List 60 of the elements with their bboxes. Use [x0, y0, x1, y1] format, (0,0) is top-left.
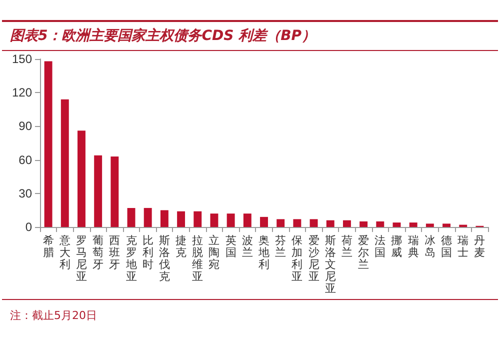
- chart-title: 图表5：欧洲主要国家主权债务CDS 利差（BP）: [2, 20, 498, 51]
- x-tick-label: 丹麦: [474, 235, 486, 259]
- x-tick-label: 比利时: [142, 234, 154, 271]
- bar: [426, 224, 434, 227]
- x-tick-label: 爱尔兰: [358, 234, 370, 271]
- bar: [342, 220, 351, 227]
- x-tick-label: 奥地利: [258, 235, 270, 271]
- bar: [60, 99, 69, 227]
- bar: [226, 214, 235, 227]
- bar: [376, 221, 384, 227]
- x-tick-label: 保加利亚: [292, 235, 303, 283]
- x-tick-label: 西班牙: [109, 235, 120, 271]
- bar: [392, 222, 401, 227]
- bar: [409, 222, 418, 227]
- x-tick-label: 斯洛伐克: [158, 234, 170, 283]
- x-tick-label: 瑞典: [408, 234, 419, 259]
- bar: [210, 214, 218, 227]
- x-tick-label: 芬兰: [275, 234, 286, 259]
- bar: [177, 211, 186, 227]
- x-tick-label: 爱沙尼亚: [308, 234, 320, 283]
- x-tick-label: 葡萄牙: [92, 234, 104, 271]
- x-tick-label: 斯洛文尼亚: [324, 234, 336, 295]
- bar: [310, 219, 318, 227]
- y-tick-label: 150: [12, 52, 32, 66]
- bar: [243, 214, 252, 227]
- text: 注：截止5月20日: [10, 308, 98, 323]
- x-tick-label: 捷克: [176, 234, 187, 259]
- bar: [326, 220, 334, 227]
- x-tick-label: 法国: [374, 234, 386, 259]
- x-tick-label: 意大利: [58, 234, 70, 271]
- x-tick-label: 冰岛: [424, 234, 436, 259]
- x-tick-label: 瑞士: [458, 234, 469, 259]
- bar: [94, 155, 102, 227]
- y-tick-label: 120: [12, 86, 32, 100]
- y-tick-label: 0: [25, 220, 32, 234]
- bar: [293, 219, 302, 227]
- x-tick-label: 德国: [441, 235, 452, 259]
- x-tick-label: 罗马尼亚: [76, 235, 87, 283]
- bar: [260, 216, 268, 227]
- x-tick-label: 波兰: [242, 234, 253, 259]
- x-tick-label: 克罗地亚: [124, 234, 137, 283]
- bar: [160, 210, 168, 227]
- bar: [44, 61, 52, 227]
- bar: [276, 219, 285, 227]
- x-tick-label: 希腊: [42, 234, 54, 259]
- x-tick-label: 英国: [225, 234, 236, 259]
- bar: [144, 208, 152, 227]
- x-tick-label: 挪威: [391, 235, 402, 259]
- bar: [127, 208, 136, 227]
- bar: [194, 211, 202, 227]
- x-tick-label: 拉脱维亚: [192, 235, 204, 283]
- bar: [78, 130, 86, 227]
- y-tick-label: 90: [18, 119, 32, 134]
- x-tick-label: 立陶宛: [208, 234, 220, 271]
- bar: [360, 221, 368, 227]
- bar: [442, 224, 450, 227]
- y-tick-label: 60: [18, 152, 32, 167]
- bar: [110, 156, 119, 227]
- y-tick-label: 30: [18, 186, 32, 200]
- x-tick-label: 荷兰: [341, 234, 352, 259]
